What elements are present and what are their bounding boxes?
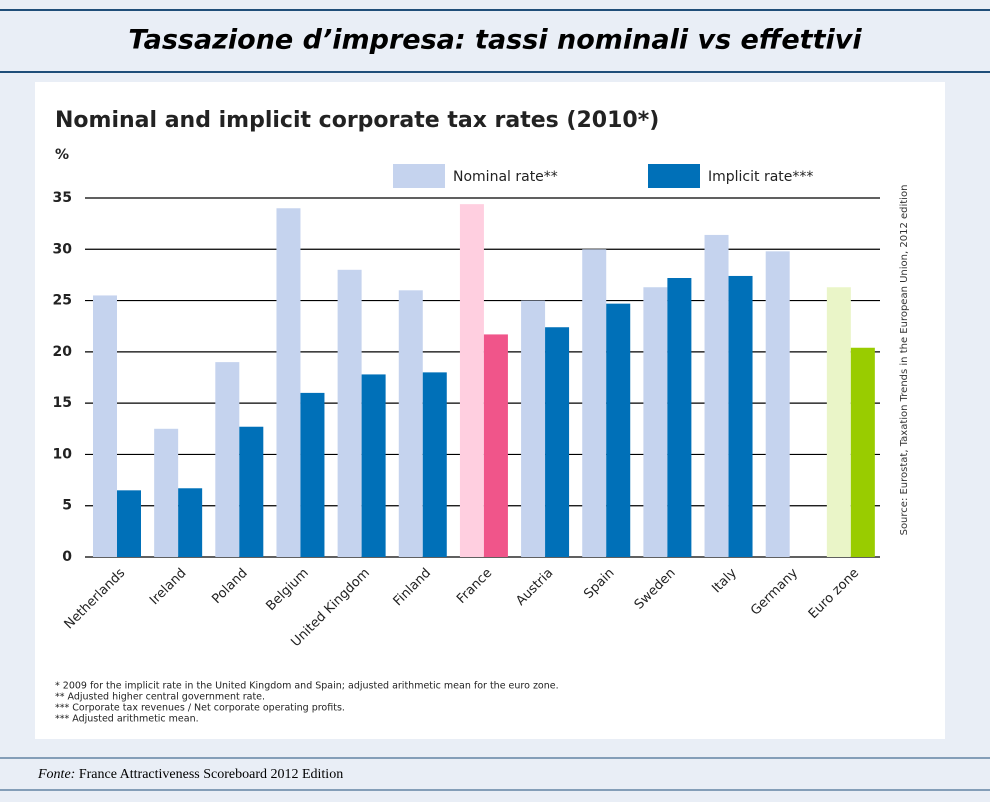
source-note: Source: Eurostat, Taxation Trends in the… [899, 185, 910, 536]
footer: Fonte: France Attractiveness Scoreboard … [37, 767, 343, 782]
y-tick-label: 10 [53, 446, 73, 462]
bar [300, 392, 325, 557]
bar [422, 372, 447, 557]
bar [765, 251, 790, 557]
y-tick-label: 5 [62, 498, 72, 514]
y-tick-label: 30 [53, 241, 73, 257]
footer-text: France Attractiveness Scoreboard 2012 Ed… [79, 767, 343, 782]
bar [178, 488, 203, 557]
y-tick-label: 25 [53, 293, 72, 309]
y-unit: % [55, 147, 69, 163]
chart-title: Nominal and implicit corporate tax rates… [55, 108, 659, 133]
footnote: *** Adjusted arithmetic mean. [55, 714, 199, 725]
legend-label: Implicit rate*** [708, 169, 813, 185]
bar [704, 234, 729, 557]
legend-label: Nominal rate** [453, 169, 558, 185]
bar [154, 428, 179, 557]
bar [643, 287, 668, 557]
legend-swatch [648, 164, 700, 188]
bar [521, 300, 546, 557]
bar [93, 295, 117, 557]
y-tick-label: 20 [53, 344, 73, 360]
bar [826, 287, 851, 557]
bar [459, 204, 484, 557]
bar [398, 290, 423, 557]
footer-label: Fonte: [37, 767, 75, 782]
footnote: *** Corporate tax revenues / Net corpora… [55, 703, 345, 714]
bar [667, 278, 692, 557]
bar [276, 208, 301, 557]
bar [728, 275, 753, 557]
bar [850, 347, 875, 557]
bar [483, 334, 508, 557]
y-tick-label: 15 [53, 395, 72, 411]
footnote: ** Adjusted higher central government ra… [55, 692, 265, 703]
bar [337, 269, 362, 557]
bar [582, 249, 607, 558]
bar [117, 490, 141, 557]
bar [545, 327, 570, 557]
y-tick-label: 0 [62, 549, 72, 565]
bar [239, 426, 264, 557]
slide-title: Tassazione d’impresa: tassi nominali vs … [128, 25, 862, 56]
bar [361, 374, 386, 557]
y-tick-label: 35 [53, 190, 72, 206]
footnote: * 2009 for the implicit rate in the Unit… [55, 681, 559, 692]
bar [215, 362, 240, 557]
legend-swatch [393, 164, 445, 188]
bar [606, 303, 631, 557]
